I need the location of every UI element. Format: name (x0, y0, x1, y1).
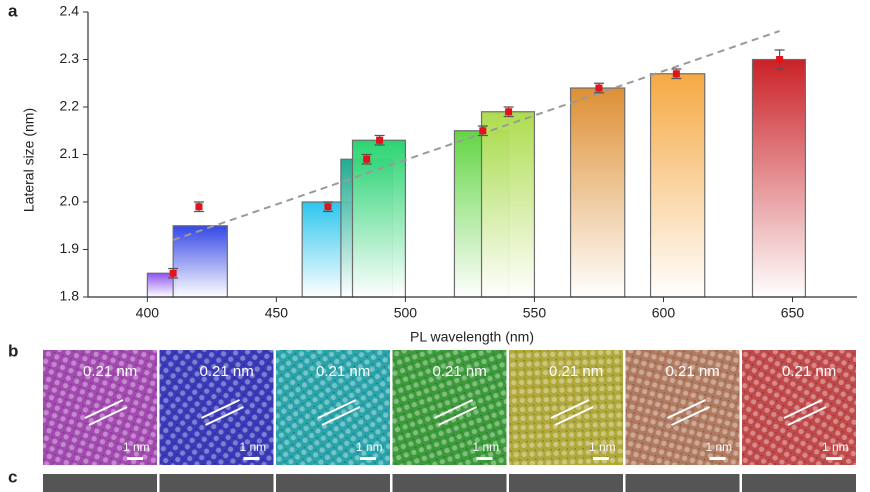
y-tick-label: 2.0 (60, 193, 80, 209)
y-tick-label: 2.2 (60, 98, 80, 114)
tem-image (43, 350, 157, 465)
lattice-lines (201, 399, 244, 426)
x-tick-label: 450 (265, 305, 289, 321)
tem-image (276, 474, 390, 492)
tem-image (392, 350, 507, 465)
scale-label: 1 nm (356, 440, 383, 454)
panel-label: b (8, 341, 18, 360)
scale-bar (360, 457, 376, 460)
tem-image (625, 350, 740, 465)
data-point (363, 155, 371, 163)
x-tick-label: 500 (394, 305, 418, 321)
tem-image (276, 350, 390, 465)
tem-image (625, 474, 740, 492)
bar (172, 225, 228, 298)
bar (146, 272, 177, 298)
scale-label: 1 nm (473, 440, 500, 454)
y-tick-label: 1.9 (60, 240, 80, 256)
data-point (595, 84, 603, 92)
bar (351, 139, 407, 298)
lattice-lines (84, 399, 128, 426)
y-tick-label: 1.8 (60, 288, 80, 304)
panel-label: a (8, 1, 18, 20)
lattice-lines (550, 399, 594, 426)
data-point (505, 108, 513, 116)
tem-image (742, 474, 856, 492)
bar (649, 73, 706, 298)
spacing-label: 0.21 nm (549, 363, 603, 380)
lattice-lines (317, 399, 361, 426)
tem-image (509, 474, 623, 492)
tem-image (392, 474, 507, 492)
scale-label: 1 nm (589, 440, 616, 454)
x-tick-label: 550 (523, 305, 547, 321)
data-point (672, 70, 680, 78)
lattice-lines (667, 399, 710, 426)
spacing-label: 0.21 nm (666, 363, 720, 380)
lattice-lines (434, 399, 477, 426)
tem-image (509, 350, 623, 465)
scale-label: 1 nm (822, 440, 849, 454)
y-axis-label: Lateral size (nm) (21, 108, 37, 212)
spacing-label: 0.21 nm (782, 363, 836, 380)
tem-image (159, 350, 274, 465)
bar (751, 58, 806, 298)
data-point (169, 269, 177, 277)
scale-bar (127, 457, 143, 460)
scale-bar (476, 457, 493, 460)
data-point (776, 56, 784, 63)
tem-image (43, 474, 157, 492)
tem-image (159, 474, 274, 492)
data-point (479, 127, 487, 135)
scale-bar (826, 457, 842, 460)
lattice-lines (783, 399, 827, 426)
data-point (376, 136, 384, 144)
bar (480, 111, 536, 298)
spacing-label: 0.21 nm (433, 363, 487, 380)
y-tick-label: 2.1 (60, 145, 80, 161)
scale-label: 1 nm (240, 440, 267, 454)
tem-image (742, 350, 856, 465)
spacing-label: 0.21 nm (83, 363, 137, 380)
scale-label: 1 nm (706, 440, 733, 454)
panel-label: c (8, 467, 17, 486)
x-tick-label: 600 (652, 305, 676, 321)
data-point (324, 203, 332, 211)
scale-bar (593, 457, 609, 460)
y-tick-label: 2.4 (60, 3, 80, 19)
data-point (195, 203, 203, 211)
bar (569, 87, 626, 298)
spacing-label: 0.21 nm (200, 363, 254, 380)
scale-label: 1 nm (123, 440, 150, 454)
x-axis-label: PL wavelength (nm) (410, 329, 534, 345)
scale-bar (243, 457, 260, 460)
scale-bar (709, 457, 726, 460)
x-tick-label: 650 (781, 305, 805, 321)
spacing-label: 0.21 nm (316, 363, 370, 380)
x-tick-label: 400 (136, 305, 160, 321)
fit-line (172, 30, 780, 241)
y-tick-label: 2.3 (60, 50, 80, 66)
